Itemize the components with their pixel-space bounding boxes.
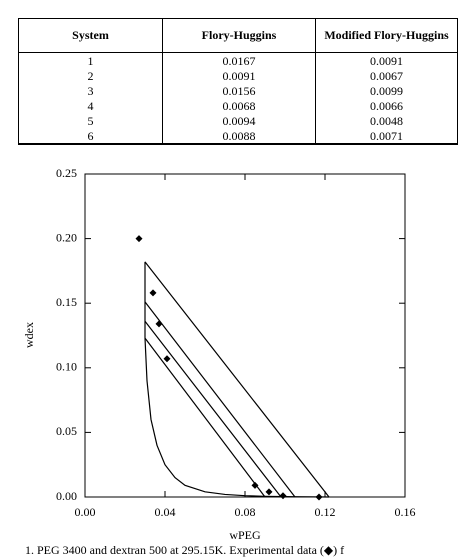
table-cell: 0.0066 — [315, 98, 458, 113]
x-tick-label: 0.12 — [315, 505, 336, 519]
table-header: Flory-Huggins — [162, 18, 316, 53]
data-point — [251, 481, 259, 489]
table-cell: 0.0068 — [162, 98, 316, 113]
model-line — [144, 301, 296, 498]
table-cell: 0.0067 — [315, 68, 458, 83]
x-tick-label: 0.00 — [75, 505, 96, 519]
table-row: 3 0.0156 0.0099 — [18, 83, 458, 98]
x-axis-label: wPEG — [229, 528, 261, 542]
table-cell: 0.0091 — [315, 52, 458, 68]
table-row: 2 0.0091 0.0067 — [18, 68, 458, 83]
y-tick-label: 0.00 — [56, 489, 77, 503]
y-tick-label: 0.20 — [56, 230, 77, 244]
caption: 1. PEG 3400 and dextran 500 at 295.15K. … — [25, 543, 344, 557]
table-row: 6 0.0088 0.0071 — [18, 128, 458, 145]
x-tick-label: 0.08 — [235, 505, 256, 519]
table-cell: 0.0156 — [162, 83, 316, 98]
table-cell: 0.0048 — [315, 113, 458, 128]
model-line — [144, 261, 330, 498]
model-line — [144, 320, 282, 498]
table-cell: 0.0071 — [315, 128, 458, 145]
table-cell: 0.0094 — [162, 113, 316, 128]
results-table: System Flory-Huggins Modified Flory-Hugg… — [18, 18, 458, 145]
table-row: 4 0.0068 0.0066 — [18, 98, 458, 113]
data-point — [155, 320, 163, 328]
x-tick-label: 0.04 — [155, 505, 176, 519]
plot-frame — [84, 173, 406, 498]
x-tick-label: 0.16 — [395, 505, 416, 519]
data-point — [135, 235, 143, 243]
y-tick-label: 0.15 — [56, 295, 77, 309]
table-cell: 0.0091 — [162, 68, 316, 83]
table-cell: 0.0099 — [315, 83, 458, 98]
table-cell: 0.0167 — [162, 52, 316, 68]
data-point — [279, 492, 287, 500]
data-point — [315, 493, 323, 501]
model-line — [144, 337, 266, 498]
model-line — [144, 261, 330, 498]
y-tick-label: 0.05 — [56, 424, 77, 438]
data-point — [163, 355, 171, 363]
table-row: 1 0.0167 0.0091 — [18, 52, 458, 68]
table-header: System — [18, 18, 163, 53]
data-point — [265, 488, 273, 496]
data-point — [149, 289, 157, 297]
table-header: Modified Flory-Huggins — [315, 18, 458, 53]
y-tick-label: 0.25 — [56, 166, 77, 180]
y-axis-label: wdex — [22, 322, 36, 348]
y-tick-label: 0.10 — [56, 360, 77, 374]
table-row: 5 0.0094 0.0048 — [18, 113, 458, 128]
